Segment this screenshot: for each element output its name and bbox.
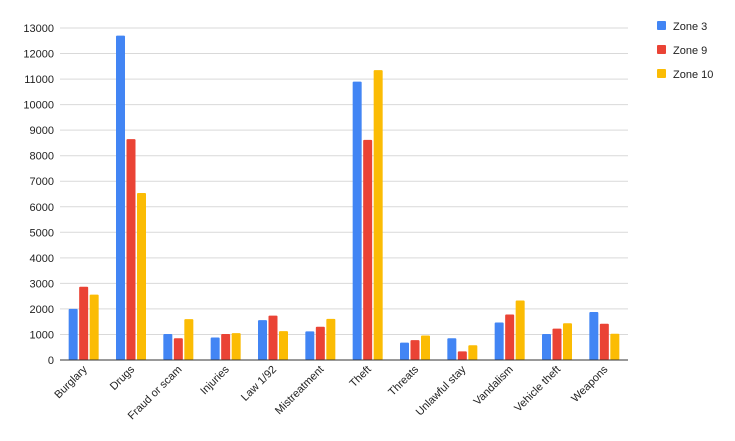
legend-swatch (657, 45, 666, 54)
y-tick-label: 2000 (30, 304, 54, 316)
legend-label: Zone 10 (673, 69, 713, 81)
bar-burglary-zone-9 (79, 286, 89, 360)
bar-burglary-zone-3 (68, 308, 78, 360)
legend-swatch (657, 21, 666, 30)
bar-unlawful-stay-zone-3 (447, 338, 457, 360)
bar-law-1-92-zone-3 (258, 320, 267, 360)
bar-vehicle-theft-zone-10 (563, 323, 572, 360)
bar-theft-zone-10 (373, 70, 383, 360)
y-tick-label: 9000 (30, 125, 54, 137)
bar-injuries-zone-10 (231, 333, 241, 360)
bar-law-1-92-zone-9 (268, 315, 278, 360)
x-category-label: Unlawful stay (414, 363, 469, 418)
bar-drugs-zone-3 (116, 35, 125, 361)
bar-weapons-zone-10 (610, 333, 620, 360)
gridlines (60, 27, 628, 335)
bar-threats-zone-9 (410, 340, 420, 360)
bar-vandalism-zone-3 (494, 322, 504, 360)
bar-threats-zone-10 (421, 335, 430, 360)
bar-fraud-or-scam-zone-3 (163, 333, 173, 360)
y-tick-label: 13000 (23, 23, 54, 35)
x-category-label: Threats (386, 363, 421, 398)
x-category-label: Law 1/92 (239, 364, 279, 404)
y-tick-label: 8000 (30, 151, 54, 163)
bar-law-1-92-zone-10 (279, 331, 288, 360)
bar-injuries-zone-3 (210, 337, 220, 360)
legend-label: Zone 3 (673, 21, 707, 33)
bar-vehicle-theft-zone-9 (552, 328, 562, 360)
bar-fraud-or-scam-zone-10 (184, 319, 194, 360)
bar-theft-zone-3 (352, 81, 362, 360)
x-category-label: Burglary (52, 363, 90, 401)
bar-injuries-zone-9 (221, 333, 231, 360)
x-category-label: Drugs (108, 363, 138, 393)
bar-vehicle-theft-zone-3 (542, 333, 551, 360)
legend-swatch (657, 69, 666, 78)
bar-burglary-zone-10 (89, 294, 99, 360)
bar-weapons-zone-3 (589, 311, 599, 360)
bars (68, 35, 620, 361)
bar-mistreatment-zone-9 (315, 326, 325, 360)
bar-unlawful-stay-zone-10 (468, 345, 478, 360)
x-category-label: Injuries (198, 363, 232, 397)
x-category-label: Vehicle theft (512, 364, 563, 415)
y-tick-label: 1000 (30, 329, 54, 341)
bar-mistreatment-zone-3 (305, 331, 315, 360)
x-category-label: Vandalism (472, 364, 516, 408)
bar-weapons-zone-9 (599, 323, 609, 360)
y-tick-label: 7000 (30, 176, 54, 188)
y-tick-label: 10000 (23, 100, 54, 112)
bar-vandalism-zone-10 (515, 300, 525, 360)
y-tick-label: 11000 (24, 74, 54, 86)
x-category-label: Theft (348, 364, 374, 390)
bar-drugs-zone-10 (137, 192, 146, 360)
bar-fraud-or-scam-zone-9 (173, 338, 183, 360)
y-tick-label: 3000 (30, 278, 54, 290)
y-tick-label: 4000 (30, 253, 54, 265)
bar-vandalism-zone-9 (505, 314, 515, 360)
x-category-label: Weapons (569, 363, 611, 405)
bar-threats-zone-3 (400, 342, 409, 360)
y-tick-label: 5000 (30, 227, 54, 239)
bar-unlawful-stay-zone-9 (457, 351, 467, 360)
legend-label: Zone 9 (673, 45, 707, 57)
y-tick-label: 6000 (30, 202, 54, 214)
x-category-label: Mistreatment (273, 364, 326, 417)
y-axis-tick-labels: 0 1000 2000 3000 4000 5000 6000 7000 8000 9000 100… (23, 23, 54, 367)
bar-mistreatment-zone-10 (326, 318, 336, 360)
legend: Zone 3 Zone 9 Zone 10 (657, 21, 713, 81)
y-tick-label: 12000 (23, 49, 54, 61)
y-tick-label: 0 (48, 355, 54, 367)
bar-theft-zone-9 (363, 139, 373, 360)
bar-drugs-zone-9 (126, 139, 136, 360)
